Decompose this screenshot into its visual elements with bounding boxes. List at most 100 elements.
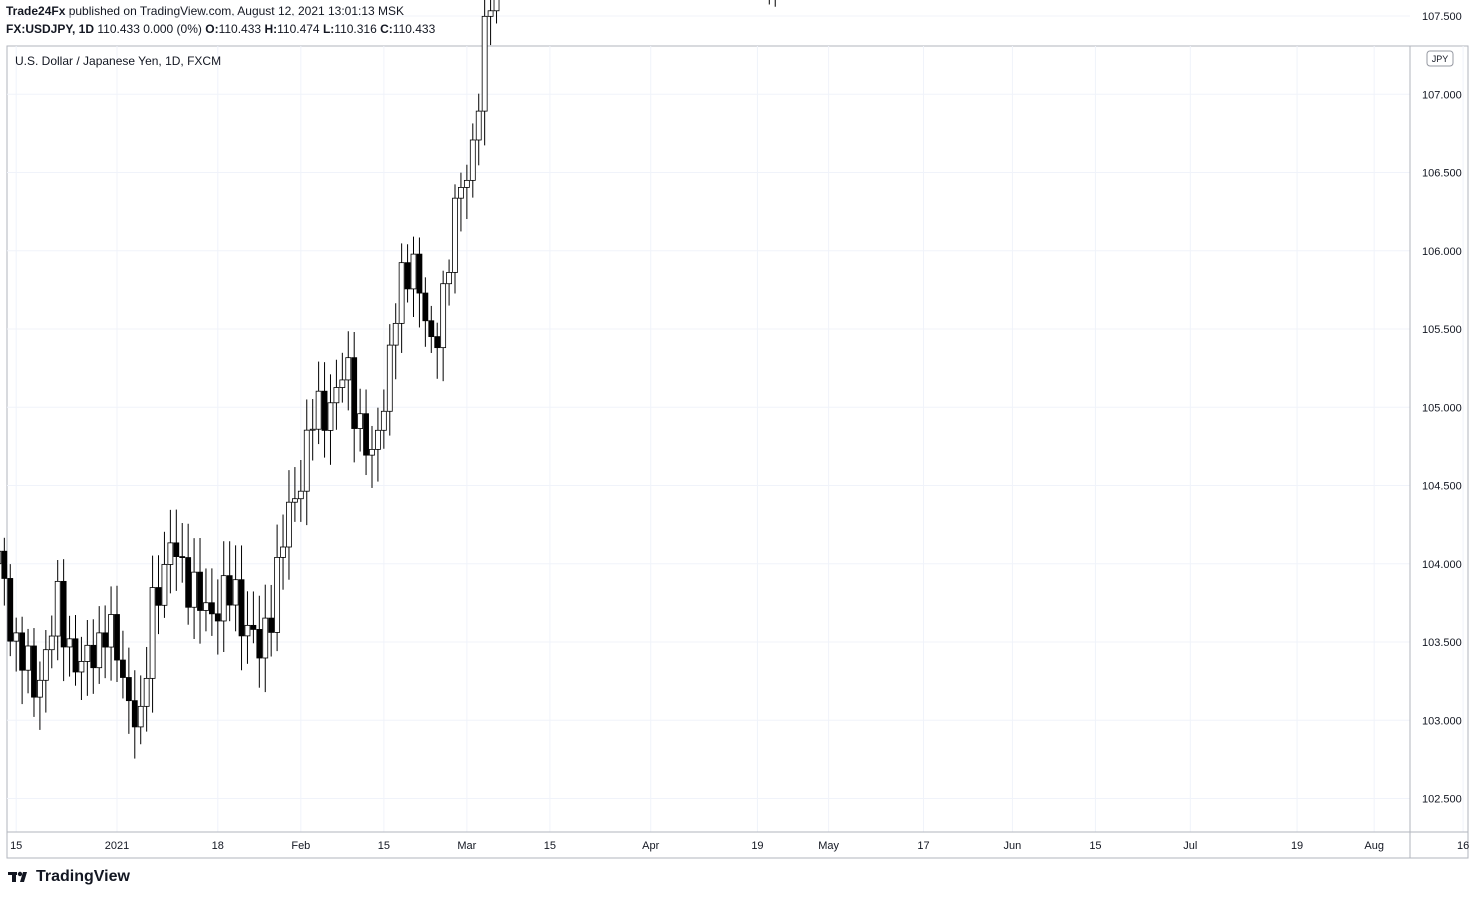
price-tick-label: 107.000 [1422, 89, 1462, 101]
candle-down [197, 571, 203, 611]
candle-up [315, 390, 322, 430]
candle-up [375, 429, 381, 450]
price-axis[interactable]: 102.500 103.000 103.500 104.000 104.500 105.0… [1409, 0, 1462, 858]
candle-up [452, 197, 458, 273]
candle-up [493, 0, 500, 12]
candle-down [434, 336, 441, 349]
candle-down [90, 644, 97, 669]
candle-up [48, 635, 55, 651]
candle-up [96, 632, 103, 669]
candle-down [60, 580, 67, 648]
brand-name: TradingView [36, 868, 130, 885]
price-tick-label: 102.500 [1422, 794, 1462, 806]
candle-down [404, 262, 411, 290]
candle-up [345, 357, 352, 381]
currency-badge-box[interactable] [1426, 50, 1454, 67]
price-tick-label: 106.000 [1422, 246, 1462, 258]
time-tick-label: Apr [642, 840, 659, 852]
high-label: H: [264, 22, 278, 36]
candle-up [108, 614, 114, 648]
candle-up [297, 490, 304, 500]
price-tick-label: 106.500 [1422, 168, 1462, 180]
candle-down [155, 587, 162, 606]
candle-up [42, 649, 49, 681]
price-tick-label: 105.000 [1422, 402, 1462, 414]
currency-badge: JPY [1432, 54, 1449, 64]
time-tick-label: May [818, 840, 839, 852]
author-name[interactable]: Trade24Fx [6, 4, 66, 18]
time-tick-label: Mar [457, 840, 476, 852]
candle-up [392, 322, 399, 346]
candle-up [232, 579, 239, 606]
time-axis[interactable]: 15 2021 18 Feb 15 Mar 15 Apr 19 May 17 Jun 15 Jul 19 Au… [7, 831, 1469, 852]
price-tick-label: 103.000 [1422, 715, 1462, 727]
candle-up [380, 410, 387, 431]
candle-down [19, 632, 26, 671]
candle-up [13, 632, 20, 642]
candle-down [238, 579, 245, 637]
time-tick-label: Feb [291, 840, 310, 852]
price-chart[interactable]: 102.500 103.000 103.500 104.000 104.500 105.0… [0, 0, 1475, 860]
candle-up [0, 550, 2, 565]
time-tick-label: 15 [378, 840, 390, 852]
candle-up [463, 179, 470, 188]
candle-up [469, 139, 476, 181]
candle-up [37, 679, 43, 698]
symbol-label: FX:USDJPY, 1D [6, 22, 95, 36]
time-tick-label: 18 [212, 840, 224, 852]
price-tick-label: 104.000 [1422, 559, 1462, 571]
price-tick-label: 104.500 [1422, 481, 1462, 493]
candle-down [31, 645, 37, 698]
candle-up [357, 413, 364, 429]
candle-down [268, 617, 275, 633]
candle-up [203, 602, 209, 611]
candle-down [72, 638, 79, 673]
time-tick-label: Jun [1004, 840, 1022, 852]
candle-up [84, 644, 91, 662]
candle-up [339, 379, 346, 388]
candle-up [487, 10, 494, 17]
time-tick-label: 17 [917, 840, 929, 852]
candle-down [125, 677, 132, 702]
candle-up [280, 546, 286, 558]
candle-up [458, 187, 464, 199]
published-text: published on TradingView.com, August 12,… [65, 4, 405, 18]
time-tick-label: Aug [1364, 840, 1384, 852]
candle-down [256, 629, 263, 659]
candle-down [321, 390, 328, 431]
candle-down [428, 320, 435, 338]
candle-up [78, 661, 85, 673]
candle-up [262, 617, 269, 659]
candle-up [440, 283, 447, 349]
candle-down [120, 659, 126, 678]
candle-up [286, 501, 292, 548]
candle-up [220, 575, 227, 622]
candle-down [179, 556, 186, 558]
low-label: L: [322, 22, 335, 36]
tradingview-logo[interactable]: TradingView [8, 868, 130, 886]
candle-up [66, 638, 73, 648]
candle-down [208, 602, 215, 615]
candle-up [481, 15, 488, 112]
candle-up [244, 624, 251, 637]
candle-down [185, 557, 192, 608]
candle-down [422, 292, 429, 322]
open-value: 110.433 [218, 22, 262, 36]
candle-up [333, 387, 340, 404]
time-tick-label: 15 [1089, 840, 1101, 852]
candle-up [291, 498, 298, 503]
time-tick-label: 15 [544, 840, 556, 852]
candle-down [351, 357, 358, 429]
candle-down [114, 614, 120, 661]
time-tick-label: 15 [10, 840, 22, 852]
price-tick-label: 103.500 [1422, 637, 1462, 649]
candle-up [143, 677, 150, 707]
open-label: O: [205, 22, 219, 36]
candle-up [309, 428, 316, 431]
candle-up [410, 253, 417, 290]
price-tick-label: 107.500 [1422, 11, 1462, 23]
time-tick-label: 19 [751, 840, 763, 852]
candle-down [250, 624, 257, 630]
candle-down [1, 550, 8, 579]
chart-frame [6, 45, 1469, 859]
